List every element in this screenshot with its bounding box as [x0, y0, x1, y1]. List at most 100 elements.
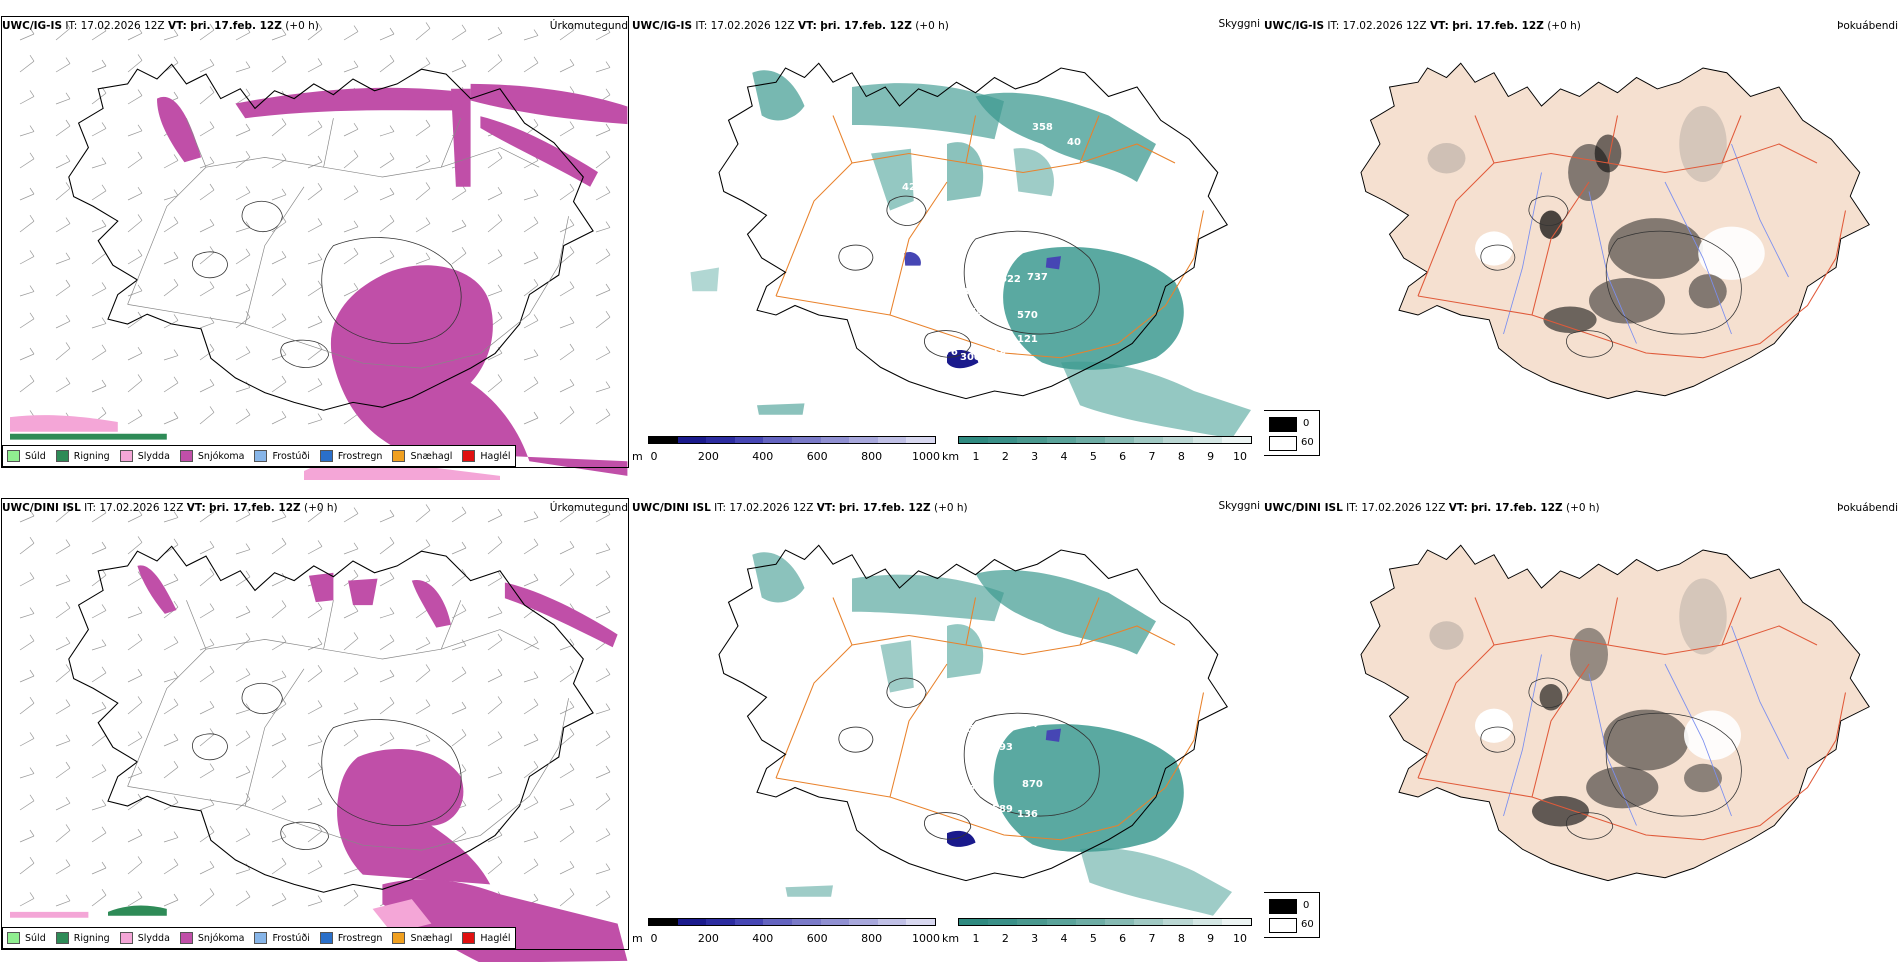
vt-label: VT:: [797, 20, 817, 32]
colorbar-tick: 800: [861, 450, 883, 463]
coastline: [718, 62, 1229, 400]
panel-title: Skyggni: [1218, 500, 1261, 512]
colorbar-tick: 2: [1001, 450, 1009, 463]
visibility-panel: 559 45 538 414 693 389 270 870 589 136 101 639 Skyg…: [632, 492, 1264, 962]
it-label: IT:: [1346, 502, 1359, 514]
panel-title: Skyggni: [1218, 18, 1261, 30]
cloud-base-label: 358: [1032, 122, 1053, 133]
lead-time: (+0 h): [1547, 20, 1581, 32]
glacier-outlines: [1480, 195, 1742, 358]
legend-label: Frostregn: [337, 932, 383, 944]
legend-swatch: [392, 932, 406, 944]
legend-swatch: [55, 932, 69, 944]
colorbar-tick: 2: [1001, 932, 1009, 945]
legend-swatch: [254, 932, 268, 944]
legend-swatch: [179, 450, 193, 462]
low-cloud-base-areas: [947, 728, 1061, 847]
cloud-base-label: 40: [1067, 137, 1081, 148]
run-header: UWC/IG-IS IT: 17.02.2026 12Z VT: þri. 17…: [1264, 20, 1581, 32]
legend-item: Frostregn: [319, 450, 383, 462]
colorbar-tick: 8: [1177, 450, 1185, 463]
lead-time: (+0 h): [303, 502, 338, 514]
colorbar-ticks: 0 200 400 600 800 1000: [634, 450, 941, 466]
vt-value: þri. 17.feb. 12Z: [190, 20, 282, 32]
precip-map: [10, 504, 628, 962]
colorbar-segment: [877, 919, 907, 925]
coastline: [68, 63, 594, 411]
it-value: 17.02.2026 12Z: [729, 502, 814, 514]
legend-item: Súld: [7, 932, 46, 944]
legend-item: Rigning: [55, 450, 110, 462]
colorbar-segment: [763, 437, 792, 443]
vt-label: VT:: [816, 502, 836, 514]
cloud-base-label: 101: [962, 854, 983, 865]
land-fill: [1360, 544, 1870, 882]
fog-shading: [1429, 578, 1741, 827]
legend-swatch: [55, 450, 69, 462]
legend-label: Frostúði: [272, 932, 310, 944]
legend-swatch: [254, 450, 268, 462]
cloud-base-label: 538: [967, 724, 988, 735]
fog-scale: 0 60: [1264, 892, 1320, 938]
fog-scale-black-label: 0: [1303, 418, 1310, 429]
cloud-base-label: 693: [992, 742, 1013, 753]
legend-label: Súld: [25, 450, 46, 462]
colorbar-segment: [959, 919, 989, 925]
colorbar-segment: [1221, 437, 1252, 443]
colorbar-segment: [1046, 437, 1076, 443]
legend-swatch: [7, 932, 20, 944]
precip-type-panel: UWC/IG-IS IT: 17.02.2026 12Z VT: þri. 17…: [0, 10, 632, 480]
road-lines: [775, 597, 1205, 841]
colorbar-unit: m: [632, 450, 643, 463]
cloud-base-label: 146: [942, 320, 963, 331]
colorbar-tick: 6: [1119, 932, 1127, 945]
legend-item: Snjókoma: [179, 932, 245, 944]
lead-time: (+0 h): [285, 20, 319, 32]
cloud-base-label: 390: [962, 287, 983, 298]
colorbar-segment: [877, 437, 907, 443]
river-lines: [1503, 625, 1789, 826]
legend-item: Haglél: [462, 932, 511, 944]
visibility-map: 559 45 538 414 693 389 270 870 589 136 101 639: [718, 544, 1232, 916]
colorbar-segment: [1017, 437, 1047, 443]
glacier-outlines: [192, 682, 462, 850]
colorbar-segment: [1134, 437, 1164, 443]
colorbar-segment: [1105, 919, 1135, 925]
fog-scale-black: [1269, 899, 1297, 914]
run-header: UWC/DINI ISL IT: 17.02.2026 12Z VT: þri.…: [1264, 502, 1600, 514]
colorbar-segment: [649, 437, 678, 443]
it-value: 17.02.2026 12Z: [1342, 20, 1427, 32]
cloud-base-label: 701: [962, 322, 983, 333]
precip-type-panel: UWC/DINI ISL IT: 17.02.2026 12Z VT: þri.…: [0, 492, 632, 962]
legend-item: Frostregn: [319, 932, 383, 944]
colorbar-tick: 800: [861, 932, 883, 945]
vt-label: VT:: [1448, 502, 1468, 514]
legend-label: Frostregn: [337, 450, 383, 462]
colorbar-segment: [791, 919, 821, 925]
vt-label: VT:: [186, 502, 206, 514]
cloud-base-labels: 559 45 538 414 693 389 270 870 589 136 101 639: [917, 666, 1043, 865]
fog-map: [1360, 62, 1870, 400]
road-lines: [127, 118, 569, 369]
cloud-base-label: 300: [960, 352, 981, 363]
colorbar-tick: 4: [1060, 450, 1068, 463]
colorbar-tick: 5: [1089, 450, 1097, 463]
model-name: UWC/DINI ISL: [2, 502, 81, 514]
colorbar-tick: 200: [697, 450, 719, 463]
colorbar-tick: 400: [752, 932, 774, 945]
low-visibility-areas: [752, 552, 1232, 916]
run-header: UWC/DINI ISL IT: 17.02.2026 12Z VT: þri.…: [632, 502, 968, 514]
visibility-panel: 358 40 427 63 195 622 737 390 278 570 146 701 121 476…: [632, 10, 1264, 480]
panel-title: Þokuábendi: [1837, 502, 1898, 514]
colorbar-tick: 10: [1233, 450, 1247, 463]
it-value: 17.02.2026 12Z: [1361, 502, 1446, 514]
cloud-base-label: 414: [1017, 719, 1038, 730]
colorbar-segment: [906, 919, 935, 925]
colorbar-unit: km: [942, 450, 960, 463]
colorbar-strip: [958, 918, 1252, 926]
cloud-base-label: 870: [1022, 779, 1043, 790]
colorbar-tick: 8: [1177, 932, 1185, 945]
legend-label: Snjókoma: [197, 932, 245, 944]
legend-swatch: [319, 932, 333, 944]
colorbar-tick: 400: [752, 450, 774, 463]
